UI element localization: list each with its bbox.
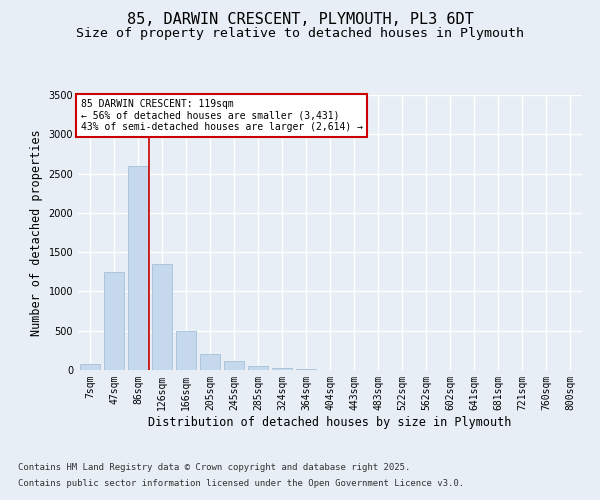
Text: 85 DARWIN CRESCENT: 119sqm
← 56% of detached houses are smaller (3,431)
43% of s: 85 DARWIN CRESCENT: 119sqm ← 56% of deta…: [80, 99, 362, 132]
Bar: [128, 166, 148, 370]
Y-axis label: Number of detached properties: Number of detached properties: [30, 129, 43, 336]
Bar: [296, 369, 316, 370]
Text: Size of property relative to detached houses in Plymouth: Size of property relative to detached ho…: [76, 28, 524, 40]
Text: Contains HM Land Registry data © Crown copyright and database right 2025.: Contains HM Land Registry data © Crown c…: [18, 464, 410, 472]
Bar: [272, 368, 292, 370]
Bar: [200, 354, 220, 370]
Bar: [104, 272, 124, 370]
Bar: [152, 264, 172, 370]
X-axis label: Distribution of detached houses by size in Plymouth: Distribution of detached houses by size …: [148, 416, 512, 428]
Text: Contains public sector information licensed under the Open Government Licence v3: Contains public sector information licen…: [18, 478, 464, 488]
Bar: [224, 360, 244, 370]
Bar: [80, 364, 100, 370]
Text: 85, DARWIN CRESCENT, PLYMOUTH, PL3 6DT: 85, DARWIN CRESCENT, PLYMOUTH, PL3 6DT: [127, 12, 473, 28]
Bar: [248, 366, 268, 370]
Bar: [176, 330, 196, 370]
